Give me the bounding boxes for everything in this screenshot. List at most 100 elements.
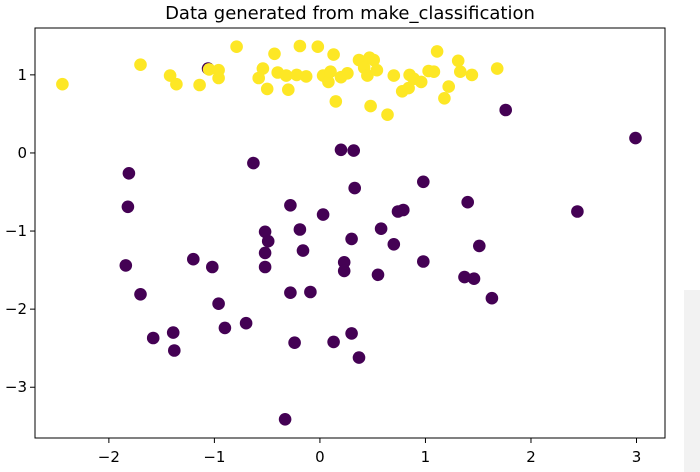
data-point <box>490 62 504 75</box>
x-tick-label: −1 <box>203 448 225 466</box>
data-point <box>387 238 401 251</box>
data-point <box>247 156 260 170</box>
data-point <box>430 45 444 58</box>
data-point <box>397 203 410 217</box>
data-point <box>371 268 385 282</box>
data-point <box>146 331 160 345</box>
data-point <box>284 199 297 212</box>
data-point <box>282 83 295 96</box>
data-point <box>279 69 293 82</box>
data-point <box>212 297 225 311</box>
data-point <box>304 285 317 299</box>
data-point <box>337 264 351 278</box>
data-point <box>334 143 348 157</box>
y-tick-label: −1 <box>5 222 27 240</box>
data-point <box>299 70 313 83</box>
y-axis: 1 0 −1 −2 −3 <box>5 66 35 396</box>
data-point <box>168 344 181 357</box>
data-point <box>364 99 377 113</box>
data-point <box>414 75 428 89</box>
data-point <box>56 77 69 91</box>
data-point <box>571 205 584 218</box>
data-point <box>381 108 394 121</box>
data-point <box>417 255 430 268</box>
data-point <box>345 327 358 340</box>
data-point <box>316 208 330 221</box>
data-point <box>170 77 183 91</box>
data-point <box>361 69 374 82</box>
data-point <box>268 47 281 61</box>
data-point <box>284 286 297 300</box>
data-point <box>239 316 253 330</box>
data-point <box>458 270 471 284</box>
data-point <box>451 54 465 68</box>
data-point <box>187 252 200 266</box>
data-point <box>193 78 206 92</box>
data-point <box>629 131 642 145</box>
data-point <box>352 351 366 364</box>
data-point <box>461 195 475 209</box>
data-point <box>278 413 292 426</box>
data-point <box>121 200 135 214</box>
data-point <box>296 244 310 257</box>
data-point <box>311 40 325 53</box>
y-tick-label: −3 <box>5 378 27 396</box>
data-point <box>454 65 467 78</box>
data-point <box>252 71 265 85</box>
data-point <box>324 65 337 78</box>
data-point <box>370 63 384 77</box>
x-tick-label: 0 <box>315 448 325 466</box>
data-point <box>293 39 307 53</box>
data-point <box>467 272 481 286</box>
data-point <box>256 62 270 75</box>
data-point <box>345 232 358 246</box>
data-point <box>402 81 415 95</box>
data-point <box>327 335 340 349</box>
data-point <box>122 167 136 180</box>
data-point <box>258 260 272 274</box>
data-point <box>499 103 512 117</box>
data-point <box>438 92 451 105</box>
data-point <box>341 67 354 80</box>
data-point <box>473 239 486 253</box>
data-point <box>465 68 479 82</box>
data-point <box>374 222 388 235</box>
data-point <box>134 58 147 71</box>
data-point <box>206 260 219 274</box>
data-point <box>293 223 307 236</box>
axes-frame <box>34 27 666 439</box>
data-point <box>442 80 456 93</box>
data-point <box>260 82 274 96</box>
chart-title: Data generated from make_classification <box>165 3 535 24</box>
x-axis: −2 −1 0 1 2 3 <box>98 438 641 466</box>
data-point <box>119 259 133 272</box>
data-point <box>212 71 225 85</box>
data-point <box>329 95 343 108</box>
x-tick-label: −2 <box>98 448 120 466</box>
data-point <box>347 144 361 157</box>
x-tick-label: 1 <box>421 448 431 466</box>
data-point <box>166 326 180 339</box>
x-tick-label: 3 <box>632 448 642 466</box>
data-point <box>348 181 362 195</box>
y-tick-label: 1 <box>17 66 27 84</box>
data-point <box>367 53 381 67</box>
data-point <box>261 234 275 248</box>
points-layer <box>56 39 642 426</box>
data-point <box>258 246 272 260</box>
x-tick-label: 2 <box>526 448 536 466</box>
data-point <box>322 75 335 89</box>
data-point <box>134 288 147 301</box>
data-point <box>417 175 430 189</box>
scrollbar-track <box>684 290 700 472</box>
data-point <box>485 291 499 305</box>
data-point <box>387 69 401 82</box>
y-tick-label: −2 <box>5 300 27 318</box>
data-point <box>427 65 441 78</box>
data-point <box>288 336 301 350</box>
data-point <box>218 321 232 335</box>
data-point <box>202 63 216 76</box>
data-point <box>230 40 243 53</box>
